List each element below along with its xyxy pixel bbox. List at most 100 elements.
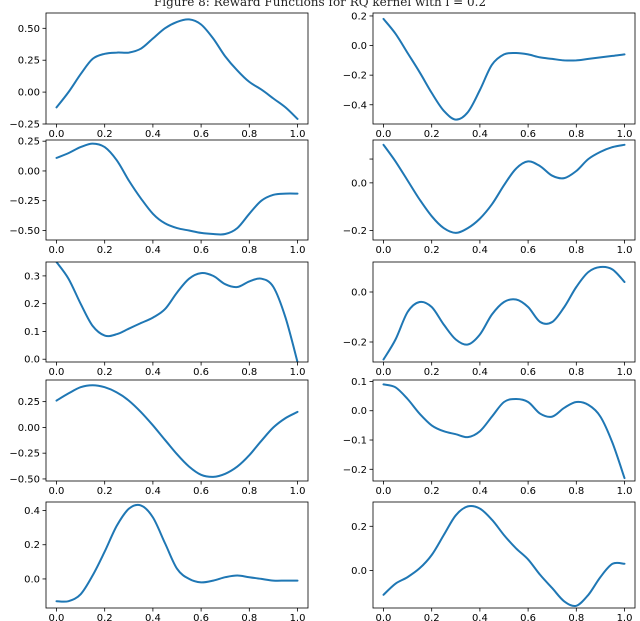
y-tick-label: −0.4 [343,100,367,111]
series-line [55,142,299,236]
x-tick-label: 0.8 [241,245,257,256]
x-tick-label: 0.4 [472,129,488,140]
x-tick-label: 0.2 [97,486,113,497]
y-tick-label: 0.0 [351,288,367,299]
x-tick-label: 0.2 [424,613,440,621]
x-tick-label: 0.2 [424,486,440,497]
y-tick-label: 0.00 [18,166,40,177]
x-tick-label: 0.8 [241,613,257,621]
x-tick-label: 0.0 [376,129,392,140]
y-tick-label: 0.0 [351,41,367,52]
subplot-2: 0.0 0.2 0.4 0.6 0.8 1.0 −0.4 −0.2 0.0 0.2 [343,11,636,140]
x-tick-label: 0.0 [49,486,65,497]
subplot-5: 0.0 0.2 0.4 0.6 0.8 1.0 0.0 0.1 0.2 0.3 [24,261,309,378]
x-tick-label: 0.2 [424,129,440,140]
y-tick-label: −0.25 [9,120,40,131]
x-tick-label: 0.6 [193,367,209,378]
y-tick-label: 0.25 [18,137,40,148]
x-tick-label: 0.8 [241,486,257,497]
x-tick-label: 0.6 [520,486,536,497]
y-tick-label: −0.2 [343,338,367,349]
x-tick-label: 0.0 [376,486,392,497]
y-tick-label: −0.2 [343,71,367,82]
x-tick-label: 0.8 [241,129,257,140]
x-tick-label: 0.2 [97,367,113,378]
subplot-4: 0.00.20.40.60.81.0−0.20.00.1 [343,139,636,256]
series-line [382,265,626,361]
x-tick-label: 1.0 [290,613,306,621]
series-line [382,143,626,234]
x-tick-label: 1.0 [617,129,633,140]
y-tick-label: 0.3 [24,271,40,282]
series-line [55,262,299,362]
y-tick-label: 0.2 [351,522,367,533]
x-tick-label: 0.4 [145,245,161,256]
x-tick-label: 0.4 [472,613,488,621]
x-tick-label: 0.8 [241,367,257,378]
x-tick-label: 1.0 [617,613,633,621]
y-tick-label: 0.0 [24,574,40,585]
x-tick-label: 0.2 [97,129,113,140]
axes-frame [45,501,309,609]
y-tick-label: −0.50 [9,226,40,237]
x-tick-label: 0.4 [145,486,161,497]
subplot-3: 0.0 0.2 0.4 0.6 0.8 1.0 −0.50 −0.25 0.00 0.25 [9,137,309,256]
subplot-7: 0.0 0.2 0.4 0.6 0.8 1.0 −0.50 −0.25 0.00 0.25 [9,379,309,497]
x-tick-label: 0.4 [472,486,488,497]
x-tick-label: 1.0 [617,486,633,497]
series-line [382,383,626,480]
x-tick-label: 0.6 [193,486,209,497]
y-tick-label: 0.00 [18,88,40,99]
axes-frame [372,501,636,609]
axes-frame [45,139,309,241]
y-tick-label: 0.25 [18,56,40,67]
x-tick-label: 0.0 [49,367,65,378]
x-tick-label: 0.8 [568,245,584,256]
x-tick-label: 1.0 [290,367,306,378]
y-tick-label: 0.0 [351,406,367,417]
y-tick-label: 0.25 [18,397,40,408]
y-tick-label: 0.0 [351,566,367,577]
x-tick-label: 0.8 [568,367,584,378]
x-tick-label: 0.4 [145,129,161,140]
x-tick-label: 0.2 [97,245,113,256]
x-tick-label: 0.0 [376,245,392,256]
x-tick-label: 1.0 [617,245,633,256]
y-tick-label: −0.50 [9,474,40,485]
x-tick-label: 0.4 [472,367,488,378]
figure-title: Figure 8: Reward Functions for RQ kernel… [153,0,487,9]
x-tick-label: 0.0 [376,613,392,621]
axes-frame [45,261,309,363]
x-tick-label: 0.8 [568,613,584,621]
x-tick-label: 0.4 [145,367,161,378]
y-tick-label: −0.1 [343,436,367,447]
x-tick-label: 0.0 [49,245,65,256]
y-tick-label: 0.00 [18,423,40,434]
axes-frame [372,12,636,125]
subplot-1: 0.0 0.2 0.4 0.6 0.8 1.0 −0.25 0.00 0.25 0.50 [9,12,309,140]
x-tick-label: 1.0 [290,486,306,497]
axes-frame [45,12,309,125]
x-tick-label: 0.6 [193,245,209,256]
x-tick-label: 0.0 [49,129,65,140]
x-tick-label: 0.4 [145,613,161,621]
subplot-9: 0.0 0.2 0.4 0.6 0.8 1.0 0.0 0.2 0.4 [24,501,309,621]
y-tick-label: 0.1 [351,377,367,388]
x-tick-label: 0.2 [424,245,440,256]
x-tick-label: 1.0 [290,245,306,256]
y-tick-label: 0.2 [24,299,40,310]
y-tick-label: 0.2 [24,540,40,551]
x-tick-label: 0.8 [568,486,584,497]
y-tick-label: −0.25 [9,449,40,460]
x-tick-label: 0.0 [376,367,392,378]
x-tick-label: 0.4 [472,245,488,256]
series-line [55,503,299,603]
x-tick-label: 0.6 [193,613,209,621]
series-line [382,17,626,121]
x-tick-label: 0.6 [520,367,536,378]
subplot-6: 0.0 0.2 0.4 0.6 0.8 1.0 −0.2 0.0 [343,261,636,378]
series-line [382,504,626,608]
y-tick-label: 0.0 [351,178,367,189]
y-tick-label: 0.4 [24,506,40,517]
